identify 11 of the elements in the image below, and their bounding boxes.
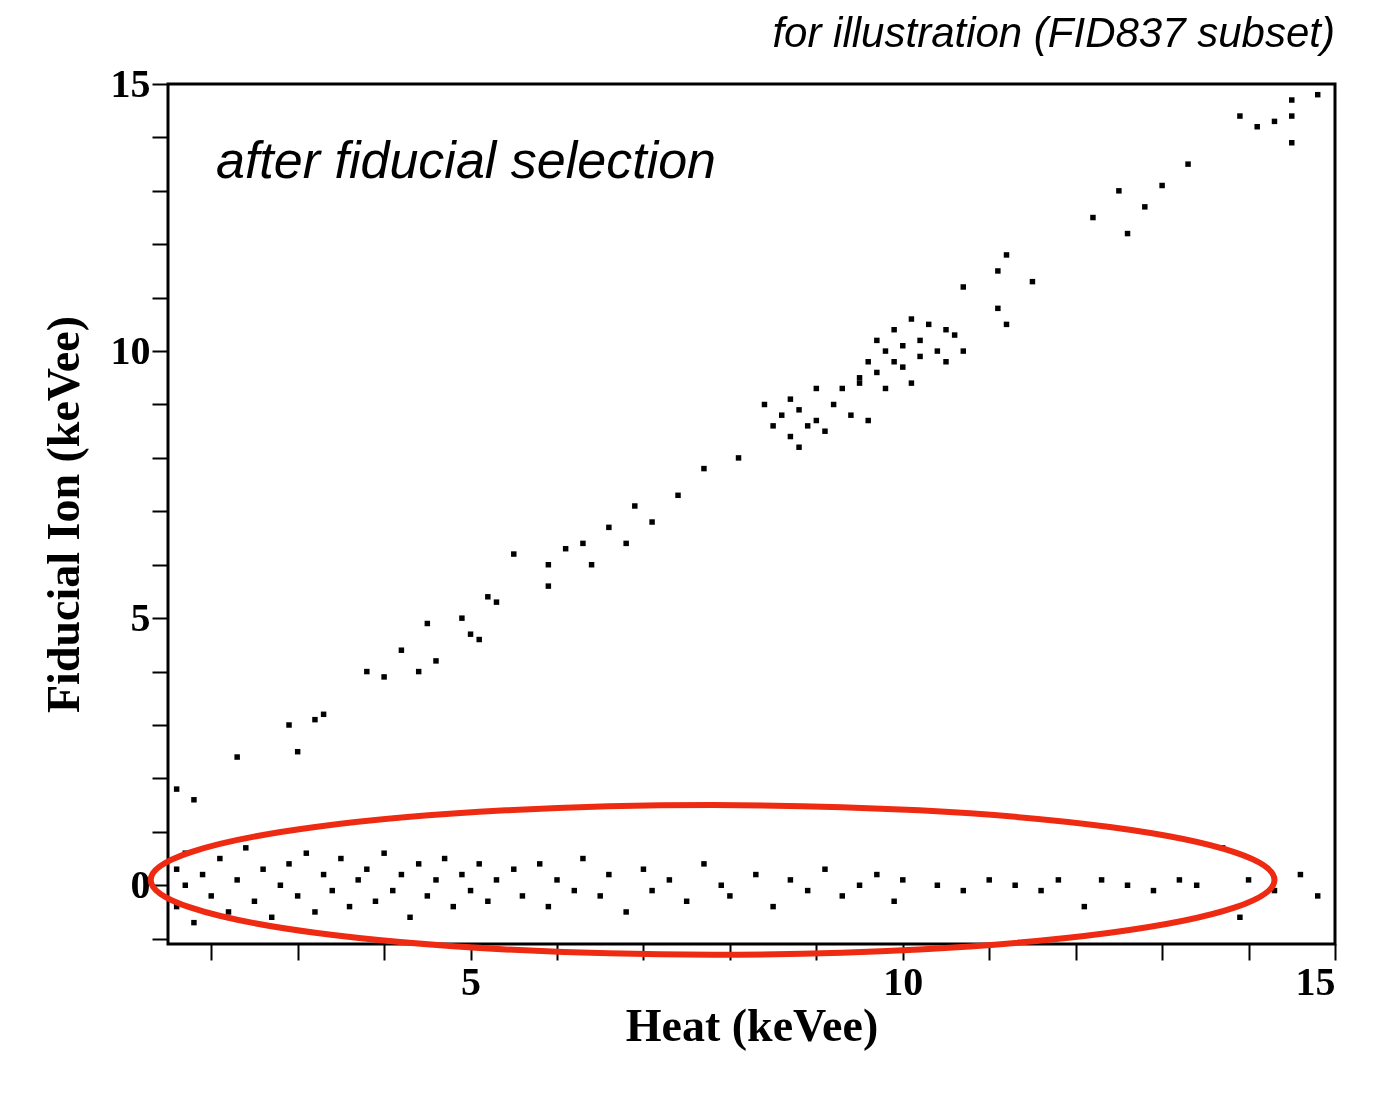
y-tick-label: 0 (130, 861, 151, 907)
x-tick-label: 5 (461, 958, 482, 1004)
x-axis-title: Heat (keVee) (625, 999, 879, 1051)
y-tick-label: 15 (110, 60, 151, 106)
annotation: after fiducial selection (216, 131, 717, 189)
text: for illustration (FID837 subset) (772, 9, 1335, 56)
y-tick-label: 10 (110, 327, 151, 373)
y-tick-label: 5 (130, 594, 151, 640)
x-tick-label: 10 (883, 958, 924, 1004)
x-tick-label: 15 (1295, 958, 1336, 1004)
y-axis-title: Fiducial Ion (keVee) (37, 316, 89, 713)
